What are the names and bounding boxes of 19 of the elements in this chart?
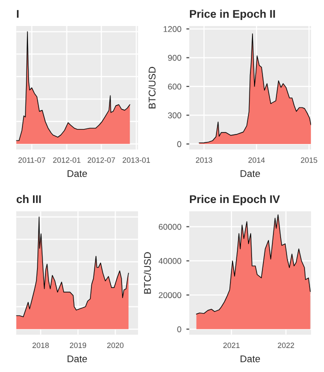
chart-title: ch III xyxy=(16,194,41,204)
x-axis-title: Date xyxy=(240,355,260,362)
y-tick-label: 0 xyxy=(177,326,182,332)
y-axis-title: BTC/USD xyxy=(144,252,151,294)
y-tick-label: 1200 xyxy=(164,26,182,32)
x-axis-title: Date xyxy=(68,170,87,177)
x-axis-title: Date xyxy=(68,355,87,362)
y-axis-title: BTC/USD xyxy=(148,66,156,108)
y-tick-label: 40000 xyxy=(158,258,182,264)
chart-title: Price in Epoch II xyxy=(190,10,275,20)
y-tick-label: 900 xyxy=(168,54,182,61)
chart-title: I xyxy=(16,10,19,18)
x-axis-title: Date xyxy=(240,170,260,177)
y-tick-label: 600 xyxy=(168,84,182,90)
chart-title: Price in Epoch IV xyxy=(190,194,280,206)
y-tick-label: 60000 xyxy=(158,224,182,230)
y-tick-label: 20000 xyxy=(158,292,182,298)
y-tick-label: 0 xyxy=(177,141,182,148)
y-tick-label: 300 xyxy=(168,112,182,118)
